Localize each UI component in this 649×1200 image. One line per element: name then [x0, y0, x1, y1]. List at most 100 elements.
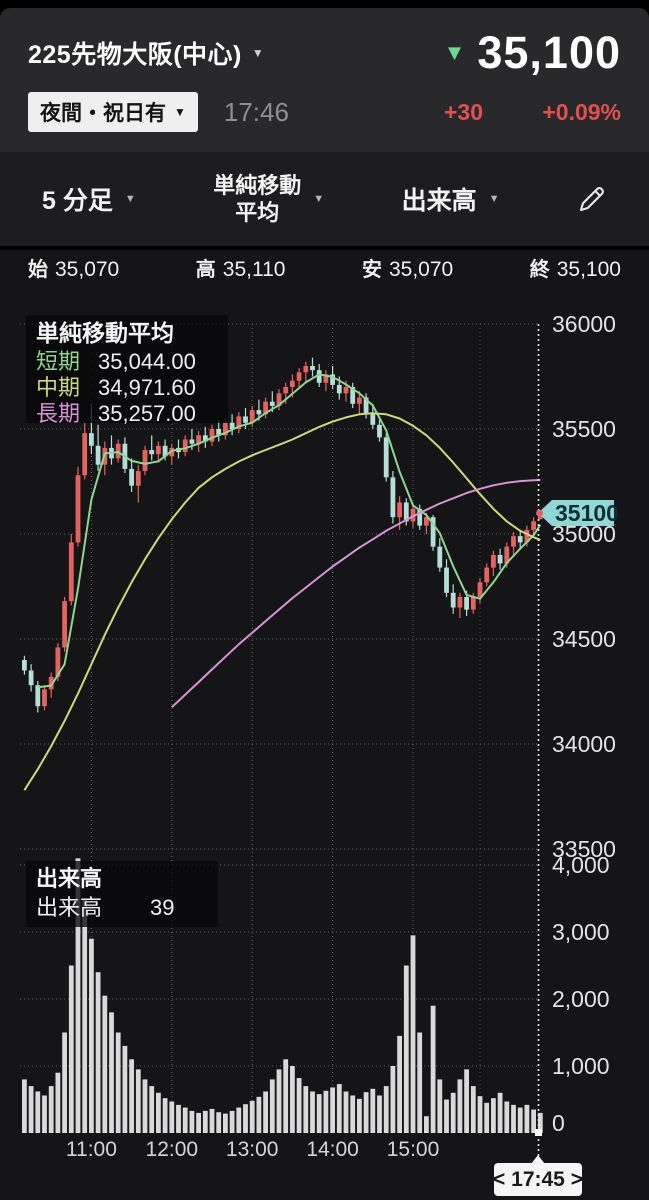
time-axis-labels: 11:00 12:00 13:00 14:00 15:00: [66, 1138, 439, 1161]
volume-bar: [256, 1096, 262, 1133]
candle: [531, 521, 536, 530]
cursor-base-dot: [535, 1129, 542, 1136]
volume-bar: [397, 1035, 402, 1133]
volume-bar: [35, 1091, 41, 1133]
overlay-selector[interactable]: 出来高 ▼: [402, 181, 500, 217]
candle: [236, 416, 242, 429]
session-selector[interactable]: 夜間・祝日有 ▼: [28, 92, 198, 132]
candle: [223, 422, 228, 436]
svg-text:34500: 34500: [552, 626, 616, 652]
svg-text:3,000: 3,000: [552, 919, 610, 945]
volume-bar: [477, 1096, 483, 1133]
volume-bar: [390, 1066, 396, 1133]
volume-bar: [135, 1069, 141, 1133]
svg-text:単純移動平均: 単純移動平均: [36, 320, 174, 346]
volume-bar: [202, 1110, 208, 1133]
volume-bar: [142, 1079, 148, 1133]
volume-bar: [283, 1059, 289, 1133]
volume-bar: [82, 898, 88, 1133]
volume-bar: [269, 1079, 275, 1133]
volume-bar: [316, 1094, 322, 1133]
candle: [477, 582, 483, 597]
volume-bar: [290, 1066, 295, 1133]
volume-bar: [149, 1086, 155, 1133]
quote-header: 225先物大阪(中心) ▼ ▼ 35,100 夜間・祝日有 ▼ 17:46 +3…: [0, 8, 649, 152]
high-label: 高: [195, 259, 216, 281]
volume-bar: [296, 1078, 302, 1133]
volume-bar: [410, 935, 416, 1133]
candle: [269, 401, 275, 406]
close-label: 終: [529, 259, 550, 281]
timeframe-label: 5 分足: [42, 187, 113, 215]
chart-area[interactable]: 単純移動平均 短期 35,044.00 中期 34,971.60 長期 35,257.00 出…: [0, 285, 649, 1200]
svg-text:15:00: 15:00: [387, 1138, 440, 1161]
symbol-selector[interactable]: 225先物大阪(中心) ▼: [28, 35, 264, 71]
volume-bar: [216, 1112, 222, 1133]
svg-text:33500: 33500: [552, 836, 616, 862]
svg-text:35500: 35500: [552, 416, 616, 442]
svg-text:2,000: 2,000: [552, 986, 610, 1012]
volume-bar: [68, 965, 74, 1133]
session-label: 夜間・祝日有: [40, 102, 166, 125]
time-cursor-button[interactable]: < 17:45 >: [493, 1155, 583, 1196]
volume-bar: [223, 1113, 228, 1133]
svg-text:34,971.60: 34,971.60: [98, 375, 196, 400]
candle: [156, 445, 161, 455]
candle: [350, 387, 356, 404]
volume-bar: [263, 1091, 268, 1133]
volume-bar: [162, 1098, 168, 1133]
price-axis-line: [535, 324, 542, 1162]
volume-bar: [497, 1092, 503, 1133]
candle: [162, 445, 168, 457]
draw-tool-button[interactable]: [577, 184, 607, 214]
volume-axis-labels: 4,000 3,000 2,000 1,000 0: [552, 852, 610, 1136]
ohlc-low: 安 35,070: [362, 253, 453, 282]
sma-short-line: [37, 373, 542, 689]
volume-bar: [484, 1102, 490, 1133]
volume-bar: [377, 1095, 382, 1133]
volume-bar: [511, 1104, 516, 1133]
low-value: 35,070: [388, 258, 454, 281]
candle: [82, 433, 88, 476]
volume-bar: [122, 1045, 128, 1133]
svg-text:13:00: 13:00: [226, 1138, 279, 1161]
volume-bar: [357, 1098, 362, 1133]
candle: [357, 397, 362, 404]
volume-bar: [403, 965, 409, 1133]
volume-bar: [22, 1079, 27, 1133]
volume-bar: [28, 1086, 34, 1133]
close-value: 35,100: [556, 258, 621, 281]
candle: [397, 502, 402, 518]
volume-bar: [417, 1032, 423, 1133]
volume-bar: [169, 1101, 175, 1133]
svg-text:39: 39: [150, 895, 174, 920]
svg-text:中期: 中期: [36, 375, 80, 400]
candle: [464, 597, 469, 610]
volume-bar: [55, 1072, 61, 1133]
sma-long-line: [171, 479, 541, 709]
candle: [511, 536, 516, 547]
candle: [430, 517, 436, 547]
indicator-selector[interactable]: 単純移動 平均 ▼: [213, 172, 324, 227]
chevron-down-icon: ▼: [124, 193, 136, 205]
down-tick-icon: ▼: [443, 40, 466, 65]
symbol-name: 225先物大阪(中心): [28, 41, 242, 69]
timeframe-selector[interactable]: 5 分足 ▼: [42, 181, 136, 217]
candle: [28, 670, 34, 686]
last-trade-dot: [536, 509, 543, 517]
svg-text:出来高: 出来高: [36, 866, 102, 891]
volume-bar: [537, 1112, 543, 1133]
candle: [202, 435, 208, 442]
candle: [363, 397, 369, 415]
candle: [417, 508, 423, 526]
candle: [330, 374, 335, 385]
volume-bar: [75, 858, 81, 1133]
volume-bar: [524, 1104, 530, 1133]
svg-text:14:00: 14:00: [306, 1138, 359, 1161]
ohlc-open: 始 35,070: [28, 253, 119, 282]
svg-text:11:00: 11:00: [66, 1138, 117, 1161]
volume-bar: [437, 1079, 443, 1133]
